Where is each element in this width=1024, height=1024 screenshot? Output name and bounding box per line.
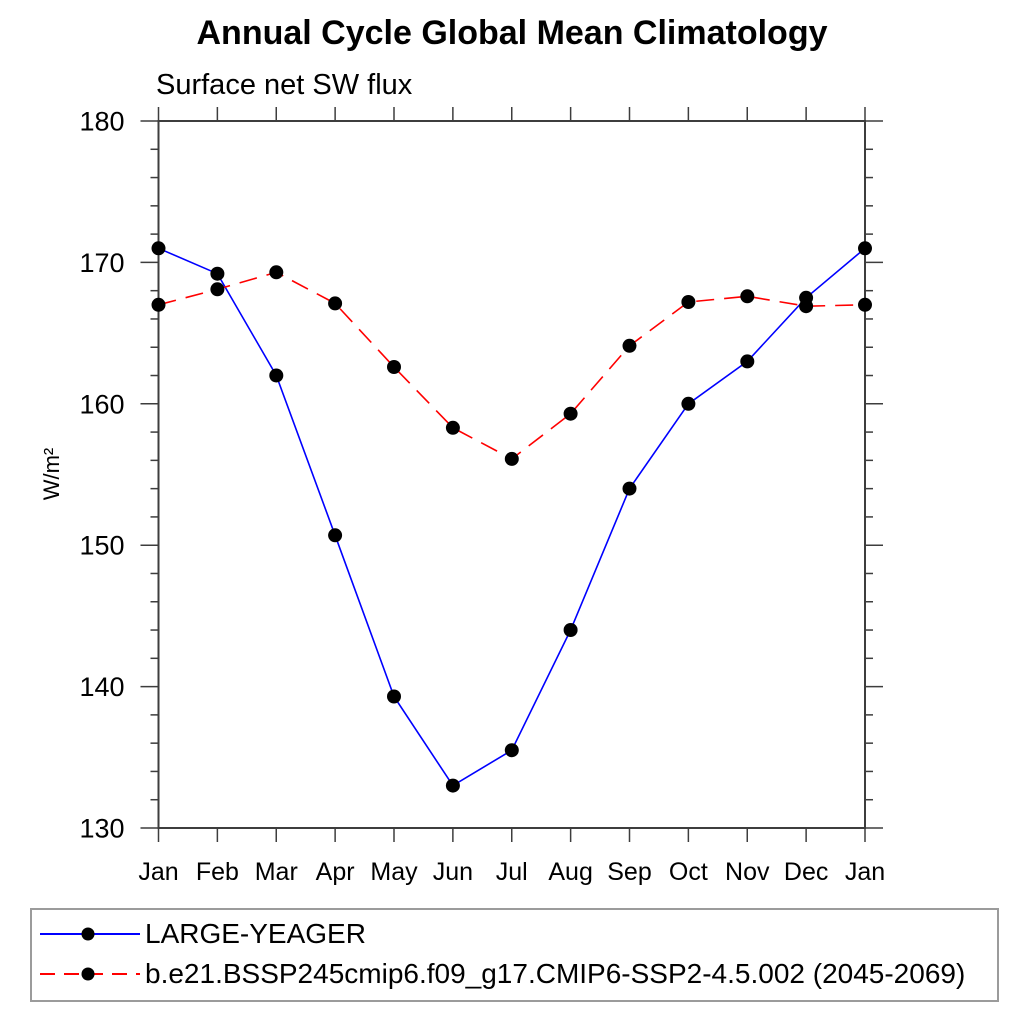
x-tick-label: Mar <box>255 858 298 886</box>
data-point-marker <box>445 778 460 793</box>
legend-entry-ssp245: b.e21.BSSP245cmip6.f09_g17.CMIP6-SSP2-4.… <box>40 954 997 994</box>
data-point-marker <box>858 297 872 312</box>
data-point-marker <box>622 338 637 353</box>
data-point-marker <box>504 743 519 758</box>
data-point-marker <box>210 282 225 297</box>
legend: LARGE-YEAGER b.e21.BSSP245cmip6.f09_g17.… <box>30 908 999 1002</box>
legend-swatch-dashed-line-icon <box>40 967 140 981</box>
data-point-marker <box>740 289 755 304</box>
data-point-marker <box>151 241 166 256</box>
legend-entry-large-yeager: LARGE-YEAGER <box>40 914 997 954</box>
series-line-0 <box>158 247 866 787</box>
x-tick-label: Sep <box>607 858 651 886</box>
x-tick-label: May <box>370 858 418 886</box>
legend-label: LARGE-YEAGER <box>145 918 366 949</box>
x-tick-label: Jul <box>496 858 528 886</box>
y-tick-label: 170 <box>79 248 124 278</box>
data-point-marker <box>681 396 696 411</box>
y-tick-label: 150 <box>79 531 124 561</box>
y-tick-label: 140 <box>79 672 124 702</box>
data-point-marker <box>387 689 401 704</box>
data-point-marker <box>151 297 166 312</box>
plot-border <box>157 120 866 829</box>
legend-label: b.e21.BSSP245cmip6.f09_g17.CMIP6-SSP2-4.… <box>145 958 966 989</box>
data-point-marker <box>740 354 755 369</box>
data-point-marker <box>445 420 460 435</box>
data-point-marker <box>269 368 284 383</box>
x-tick-label: Feb <box>196 858 239 886</box>
data-point-marker <box>622 481 637 496</box>
x-tick-label: Aug <box>548 858 592 886</box>
data-point-marker <box>563 406 578 421</box>
y-tick-label: 160 <box>79 389 124 419</box>
legend-swatch-solid-line-icon <box>40 927 140 941</box>
x-tick-label: Oct <box>669 858 708 886</box>
x-tick-label: Jun <box>433 858 473 886</box>
data-point-marker <box>681 295 696 309</box>
data-point-marker <box>328 296 343 311</box>
x-tick-label: Nov <box>725 858 770 886</box>
data-point-marker <box>799 299 814 314</box>
x-tick-label: Jan <box>138 858 178 886</box>
data-point-marker <box>210 266 225 281</box>
x-tick-label: Apr <box>316 858 355 886</box>
y-tick-label: 180 <box>79 107 124 137</box>
data-point-marker <box>504 451 519 466</box>
x-tick-label: Jan <box>845 858 885 886</box>
chart-title: Annual Cycle Global Mean Climatology <box>196 14 828 52</box>
data-point-marker <box>269 265 284 280</box>
data-point-marker <box>328 528 343 543</box>
data-point-marker <box>858 241 872 256</box>
data-point-marker <box>563 623 578 637</box>
y-tick-label: 130 <box>79 814 124 844</box>
legend-marker-dot <box>81 927 95 941</box>
x-tick-label: Dec <box>784 858 828 886</box>
legend-marker-dot <box>81 967 95 981</box>
chart-subtitle: Surface net SW flux <box>156 69 413 101</box>
series-line-1 <box>158 271 866 460</box>
data-point-marker <box>387 360 401 374</box>
